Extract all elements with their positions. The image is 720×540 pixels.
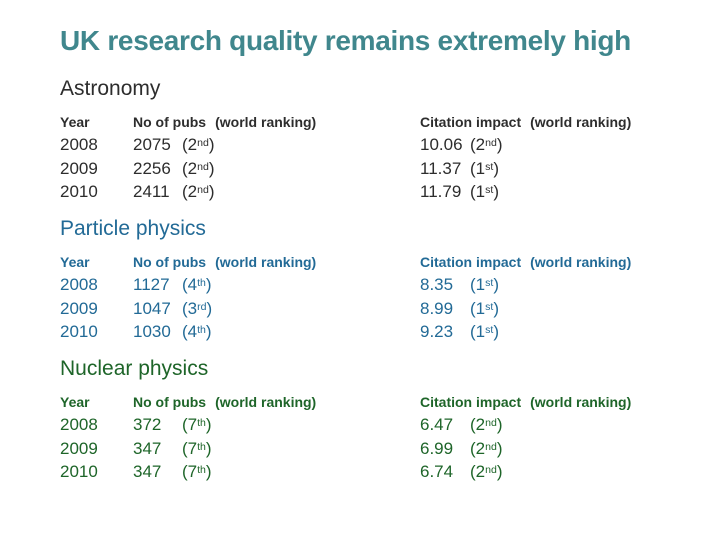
table-cell-pubs: 2411 <box>133 182 170 201</box>
column-header-year: Year <box>60 254 90 270</box>
table-cell-pubs-rank: (7th) <box>182 415 212 434</box>
nuclear-physics-table: Year No of pubs (world ranking) Citation … <box>60 394 700 486</box>
table-cell-pubs-rank: (4th) <box>182 322 212 341</box>
table-cell-pubs: 1127 <box>133 275 170 294</box>
table-cell-citation: 9.23 <box>420 322 454 341</box>
table-cell-citation-rank: (2nd) <box>470 415 503 434</box>
table-cell-pubs: 372 <box>133 415 162 434</box>
table-cell-citation-rank: (2nd) <box>470 462 503 481</box>
table-cell-citation: 8.35 <box>420 275 454 294</box>
column-header-year: Year <box>60 394 90 410</box>
table-cell-citation: 10.06 <box>420 135 463 154</box>
table-cell-citation-rank: (2nd) <box>470 438 503 458</box>
section-particle-physics: Particle physics Year No of pubs (world r… <box>60 216 700 346</box>
table-cell-citation-rank: (1st) <box>470 182 499 201</box>
column-header-pubs: No of pubs (world ranking) <box>133 254 317 270</box>
astronomy-table: Year No of pubs (world ranking) Citation … <box>60 114 700 206</box>
table-cell-pubs-rank: (3rd) <box>182 298 213 318</box>
table-cell-pubs-rank: (7th) <box>182 462 212 481</box>
table-cell-citation: 8.99 <box>420 298 454 318</box>
column-header-citation: Citation impact (world ranking) <box>420 394 632 410</box>
table-cell-year: 2008 <box>60 135 98 154</box>
table-cell-citation-rank: (1st) <box>470 275 499 294</box>
table-cell-year: 2009 <box>60 438 98 458</box>
table-cell-pubs-rank: (2nd) <box>182 135 215 154</box>
column-header-citation: Citation impact (world ranking) <box>420 254 632 270</box>
table-cell-pubs-rank: (2nd) <box>182 182 215 201</box>
column-header-pubs: No of pubs (world ranking) <box>133 394 317 410</box>
table-cell-year: 2009 <box>60 158 98 178</box>
table-cell-citation-rank: (1st) <box>470 322 499 341</box>
table-cell-year: 2008 <box>60 275 98 294</box>
table-cell-pubs-rank: (2nd) <box>182 158 215 178</box>
table-cell-pubs: 347 <box>133 462 162 481</box>
table-cell-citation: 6.74 <box>420 462 454 481</box>
table-cell-citation-rank: (1st) <box>470 298 499 318</box>
column-header-year: Year <box>60 114 90 130</box>
section-heading-particle-physics: Particle physics <box>60 217 206 240</box>
table-cell-year: 2009 <box>60 298 98 318</box>
page-title: UK research quality remains extremely hi… <box>60 25 631 56</box>
table-cell-pubs-rank: (7th) <box>182 438 212 458</box>
section-heading-nuclear-physics: Nuclear physics <box>60 357 209 380</box>
table-cell-pubs: 1030 <box>133 322 171 341</box>
section-nuclear-physics: Nuclear physics Year No of pubs (world ra… <box>60 356 700 486</box>
table-cell-pubs-rank: (4th) <box>182 275 212 294</box>
table-cell-year: 2010 <box>60 322 98 341</box>
table-cell-citation: 11.79 <box>420 182 462 201</box>
table-cell-year: 2010 <box>60 462 98 481</box>
table-cell-year: 2010 <box>60 182 98 201</box>
table-cell-pubs: 347 <box>133 438 162 458</box>
table-cell-pubs: 1047 <box>133 298 171 318</box>
table-cell-citation-rank: (2nd) <box>470 135 503 154</box>
section-heading-astronomy: Astronomy <box>60 77 161 100</box>
table-cell-pubs: 2075 <box>133 135 171 154</box>
table-cell-year: 2008 <box>60 415 98 434</box>
table-cell-citation-rank: (1st) <box>470 158 499 178</box>
column-header-citation: Citation impact (world ranking) <box>420 114 632 130</box>
table-cell-citation: 6.47 <box>420 415 454 434</box>
column-header-pubs: No of pubs (world ranking) <box>133 114 317 130</box>
table-cell-citation: 11.37 <box>420 158 462 178</box>
particle-physics-table: Year No of pubs (world ranking) Citation … <box>60 254 700 346</box>
table-cell-pubs: 2256 <box>133 158 171 178</box>
section-astronomy: Astronomy Year No of pubs (world ranking)… <box>60 76 700 206</box>
table-cell-citation: 6.99 <box>420 438 454 458</box>
